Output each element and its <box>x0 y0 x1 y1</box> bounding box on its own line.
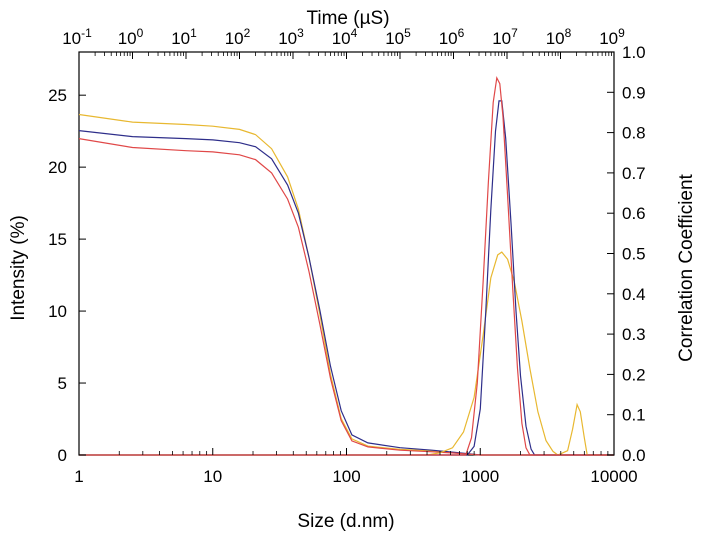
x-axis-title: Size (d.nm) <box>297 511 394 532</box>
y2-tick-label: 0.2 <box>622 365 646 384</box>
x-tick-label: 10 <box>203 467 222 486</box>
plot-area <box>78 51 615 456</box>
y2-tick-label: 0.7 <box>622 164 646 183</box>
y2-tick-label: 0.3 <box>622 325 646 344</box>
axes-layer: 1 10 100 1000 10000 0 5 10 15 20 25 0.0 0.1 0.2 0.3 0.4… <box>48 26 646 486</box>
x-tick-label: 1000 <box>461 467 499 486</box>
y2-tick-label: 0.9 <box>622 83 646 102</box>
series-layer <box>78 75 614 456</box>
x2-tick-label: 105 <box>385 26 411 48</box>
plot-frame <box>78 51 615 456</box>
x-tick-label: 100 <box>332 467 360 486</box>
x2-tick-label: 107 <box>492 26 518 48</box>
y2-tick-label: 0.0 <box>622 446 646 465</box>
top-axis-title: Time (µS) <box>306 8 389 29</box>
y2-tick-label: 0.5 <box>622 245 646 264</box>
x2-tick-label: 108 <box>546 26 572 48</box>
correlation-curve-2 <box>78 130 614 456</box>
x2-tick-label: 103 <box>278 26 304 48</box>
y2-tick-label: 1.0 <box>622 43 646 62</box>
intensity-curve-3 <box>79 75 614 456</box>
intensity-curve-1 <box>79 251 614 456</box>
correlation-curve-1 <box>78 113 614 456</box>
y-tick-label: 20 <box>48 158 67 177</box>
y2-tick-label: 0.6 <box>622 204 646 223</box>
x2-tick-label: 106 <box>439 26 465 48</box>
y2-tick-label: 0.1 <box>622 406 646 425</box>
y-tick-label: 0 <box>58 446 67 465</box>
y-tick-label: 10 <box>48 302 67 321</box>
x2-tick-label: 101 <box>171 26 197 48</box>
y-tick-label: 15 <box>48 230 67 249</box>
right-axis-title: Correlation Coefficient <box>676 173 697 361</box>
y-tick-label: 5 <box>58 374 67 393</box>
x2-tick-label: 104 <box>332 26 358 48</box>
y2-tick-label: 0.4 <box>622 285 646 304</box>
x-tick-label: 10000 <box>590 467 637 486</box>
y-axis-title: Intensity (%) <box>8 215 29 321</box>
y-tick-label: 25 <box>48 86 67 105</box>
x2-tick-label: 100 <box>118 26 144 48</box>
x2-tick-label: 10-1 <box>62 26 92 48</box>
x-tick-label: 1 <box>74 467 83 486</box>
y2-tick-label: 0.8 <box>622 124 646 143</box>
x2-tick-label: 102 <box>225 26 251 48</box>
correlation-curve-3 <box>78 138 614 456</box>
intensity-curve-2 <box>79 100 614 456</box>
